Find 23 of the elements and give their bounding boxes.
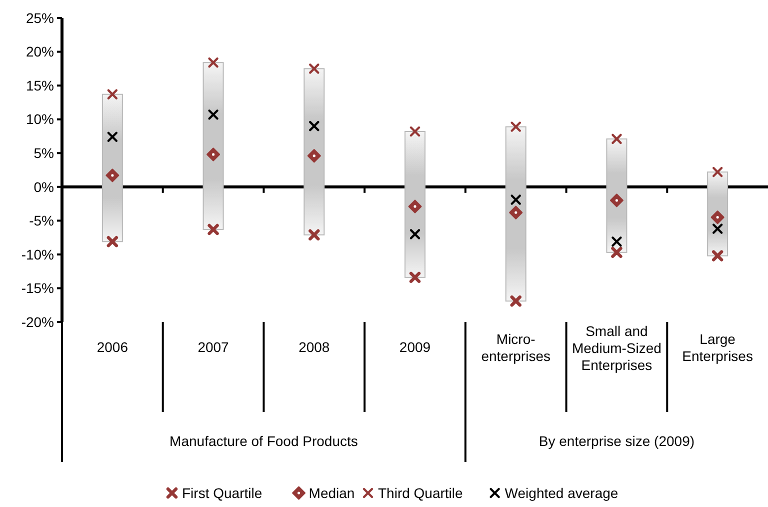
- y-tick-label: -20%: [21, 314, 54, 330]
- x-tick-label: Small and Medium-Sized Enterprises: [572, 323, 662, 373]
- text: By enterprise size (2009): [538, 433, 695, 449]
- x-tick-label: 2009: [399, 339, 431, 355]
- x-tick-label: 2007: [198, 339, 230, 355]
- legend-label: Third Quartile: [378, 484, 464, 501]
- legend-label: First Quartile: [182, 484, 262, 501]
- y-tick-label: -15%: [21, 280, 54, 296]
- x-tick-label: 2008: [298, 339, 330, 355]
- y-tick-label: -5%: [29, 212, 54, 229]
- y-tick-label: 20%: [26, 44, 54, 60]
- y-tick-label: 5%: [34, 145, 54, 162]
- text: Manufacture of Food Products: [170, 433, 358, 449]
- y-tick-label: 15%: [26, 77, 54, 94]
- legend-label: Median: [308, 484, 355, 501]
- y-tick-label: 0%: [34, 178, 54, 195]
- x-tick-label: Large Enterprises: [682, 331, 753, 364]
- y-tick-label: 10%: [26, 111, 54, 128]
- x-tick-label: Micro-enterprises: [481, 331, 550, 364]
- y-tick-label: -10%: [21, 246, 54, 262]
- y-tick-label: 25%: [26, 10, 54, 26]
- x-tick-label: 2006: [96, 339, 128, 355]
- legend-label: Weighted average: [504, 484, 618, 501]
